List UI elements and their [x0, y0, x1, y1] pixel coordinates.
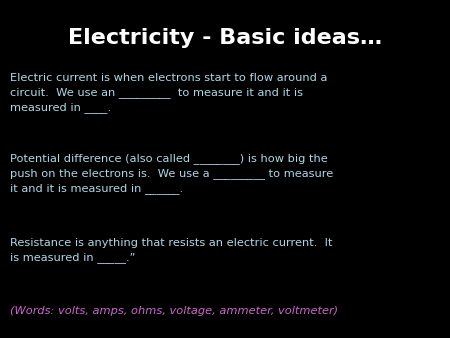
Text: Resistance is anything that resists an electric current.  It
is measured in ____: Resistance is anything that resists an e… [10, 238, 333, 263]
Text: Potential difference (also called ________) is how big the
push on the electrons: Potential difference (also called ______… [10, 153, 333, 194]
Text: Electric current is when electrons start to flow around a
circuit.  We use an __: Electric current is when electrons start… [10, 73, 328, 113]
Text: (Words: volts, amps, ohms, voltage, ammeter, voltmeter): (Words: volts, amps, ohms, voltage, amme… [10, 306, 338, 316]
Text: Electricity - Basic ideas…: Electricity - Basic ideas… [68, 28, 382, 48]
